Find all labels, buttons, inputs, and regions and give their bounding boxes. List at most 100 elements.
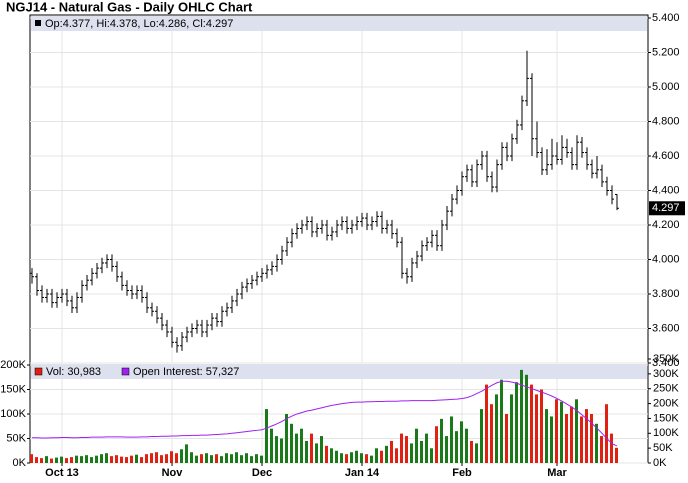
- volume-bar: [395, 448, 398, 463]
- volume-bar: [450, 416, 453, 463]
- oi-tick-label: 300K: [653, 368, 679, 380]
- y-tick-label: 4.000: [652, 253, 680, 265]
- volume-bar: [580, 416, 583, 463]
- volume-bar: [315, 443, 318, 463]
- volume-bar: [370, 455, 373, 463]
- volume-bar: [405, 436, 408, 463]
- volume-bar: [480, 409, 483, 463]
- volume-bar: [205, 453, 208, 463]
- oi-tick-label: 100K: [653, 427, 679, 439]
- oi-tick-label: 150K: [653, 412, 679, 424]
- volume-bar: [110, 456, 113, 463]
- oi-tick-label: 250K: [653, 383, 679, 395]
- volume-bar: [175, 453, 178, 463]
- volume-bar: [70, 457, 73, 463]
- volume-bar: [365, 454, 368, 463]
- volume-bar: [475, 443, 478, 463]
- volume-bar: [100, 454, 103, 463]
- volume-bar: [300, 428, 303, 463]
- volume-bar: [470, 440, 473, 463]
- volume-bar: [505, 414, 508, 463]
- volume-bar: [350, 452, 353, 463]
- volume-bar: [245, 453, 248, 463]
- oi-tick-label: 0K: [653, 457, 667, 469]
- volume-bar: [400, 433, 403, 463]
- volume-bar: [440, 418, 443, 463]
- y-tick-label: 4.600: [652, 150, 680, 162]
- volume-bar: [285, 414, 288, 463]
- x-tick-label: Nov: [162, 467, 184, 479]
- volume-bar: [230, 454, 233, 463]
- volume-bar: [35, 457, 38, 463]
- volume-bar: [595, 423, 598, 463]
- volume-tick-label: 200K: [0, 359, 26, 371]
- volume-bar: [240, 455, 243, 463]
- y-tick-label: 3.800: [652, 288, 680, 300]
- volume-bar: [125, 457, 128, 463]
- volume-bar: [30, 454, 33, 463]
- volume-bar: [540, 389, 543, 463]
- volume-bar: [295, 433, 298, 463]
- y-tick-label: 4.200: [652, 219, 680, 231]
- volume-header: [31, 364, 647, 379]
- x-tick-label: Jan 14: [345, 467, 380, 479]
- y-tick-label: 5.400: [652, 12, 680, 24]
- volume-bar: [310, 433, 313, 463]
- volume-bar: [105, 453, 108, 463]
- volume-bar: [325, 445, 328, 463]
- oi-tick-label: 200K: [653, 397, 679, 409]
- volume-bar: [575, 399, 578, 463]
- volume-bar: [525, 374, 528, 463]
- volume-bar: [485, 384, 488, 463]
- oi-tick-label: 50K: [653, 442, 673, 454]
- volume-bar: [375, 448, 378, 463]
- volume-bar: [465, 428, 468, 463]
- volume-bar: [415, 428, 418, 463]
- volume-bar: [280, 438, 283, 463]
- volume-tick-label: 100K: [0, 408, 26, 420]
- volume-bar: [555, 399, 558, 463]
- last-price-tag: [649, 201, 685, 216]
- oi-legend: Open Interest: 57,327: [133, 366, 239, 378]
- volume-bar: [80, 456, 83, 463]
- volume-bar: [220, 456, 223, 463]
- volume-bar: [260, 455, 263, 463]
- volume-bar: [115, 455, 118, 463]
- volume-bar: [195, 455, 198, 463]
- volume-bar: [380, 450, 383, 463]
- oi-tick-label: 350K: [653, 353, 679, 365]
- ohlc-legend: Op:4.377, Hi:4.378, Lo:4.286, Cl:4.297: [45, 18, 233, 30]
- volume-bar: [235, 452, 238, 463]
- volume-bar: [460, 421, 463, 463]
- volume-bar: [360, 453, 363, 463]
- volume-bar: [255, 454, 258, 463]
- volume-bar: [305, 440, 308, 463]
- volume-bar: [250, 456, 253, 463]
- volume-bar: [435, 426, 438, 463]
- y-tick-label: 4.800: [652, 115, 680, 127]
- volume-bar: [180, 449, 183, 463]
- volume-bar: [265, 409, 268, 463]
- volume-tick-label: 50K: [6, 432, 26, 444]
- x-tick-label: Mar: [547, 467, 567, 479]
- volume-bar: [65, 458, 68, 463]
- volume-bar: [50, 458, 53, 463]
- volume-bar: [45, 456, 48, 463]
- volume-bar: [585, 409, 588, 463]
- volume-bar: [120, 456, 123, 463]
- volume-bar: [385, 445, 388, 463]
- volume-bar: [95, 455, 98, 463]
- volume-bar: [590, 414, 593, 463]
- price-header: [31, 16, 647, 31]
- volume-bar: [130, 455, 133, 463]
- volume-bar: [55, 457, 58, 463]
- x-tick-label: Feb: [452, 467, 472, 479]
- volume-bar: [215, 454, 218, 463]
- volume-bar: [605, 404, 608, 463]
- y-tick-label: 5.000: [652, 81, 680, 93]
- volume-bar: [225, 453, 228, 463]
- volume-bar: [90, 457, 93, 463]
- volume-bar: [530, 384, 533, 463]
- volume-bar: [430, 448, 433, 463]
- volume-bar: [535, 394, 538, 463]
